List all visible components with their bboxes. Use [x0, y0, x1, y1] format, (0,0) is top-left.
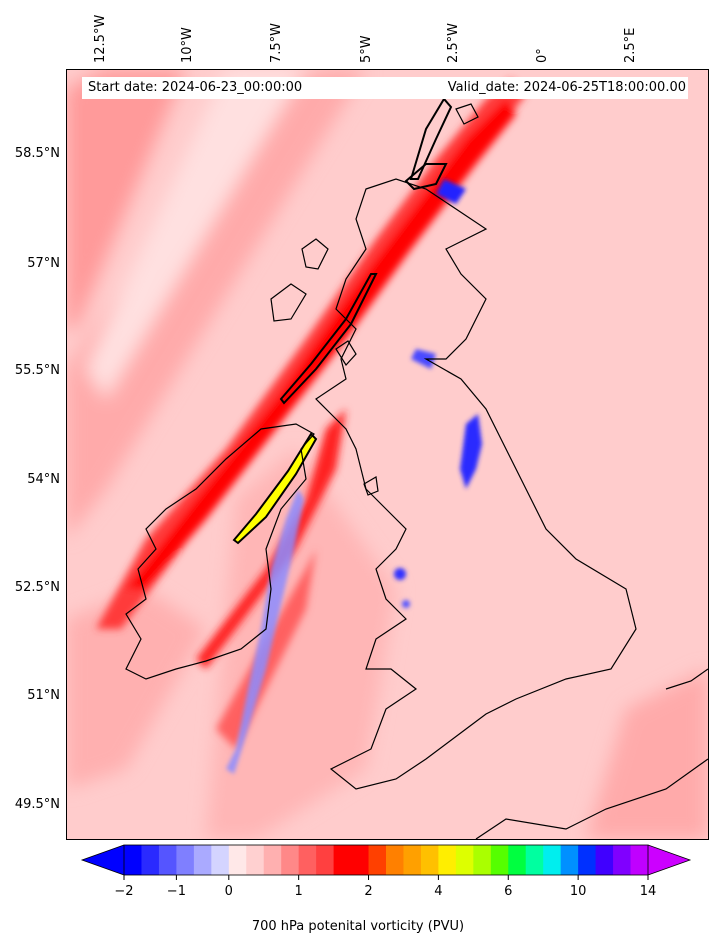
lat-label-57n: 57°N: [27, 256, 60, 271]
colorbar-over-arrow: [648, 845, 690, 875]
colorbar-cell: [386, 845, 404, 875]
colorbar: [80, 844, 692, 880]
colorbar-cell: [560, 845, 579, 875]
lon-label-12.5w: 12.5°W: [93, 14, 108, 63]
colorbar-cell: [455, 845, 474, 875]
start-date-label: Start date: 2024-06-23_00:00:00: [88, 80, 303, 95]
lat-label-49.5n: 49.5°N: [14, 797, 60, 812]
colorbar-cell: [525, 845, 544, 875]
colorbar-cell: [368, 845, 387, 875]
colorbar-cell: [578, 845, 597, 875]
colorbar-tick-label: −2: [114, 884, 134, 899]
colorbar-cell: [298, 845, 317, 875]
lat-label-54n: 54°N: [27, 472, 60, 487]
colorbar-cell: [228, 845, 247, 875]
lat-label-55.5n: 55.5°N: [14, 363, 60, 378]
colorbar-cell: [281, 845, 300, 875]
colorbar-tick-label: 0: [224, 884, 233, 899]
colorbar-cell: [473, 845, 492, 875]
pv-map: [66, 68, 709, 840]
colorbar-tick-label: 6: [504, 884, 513, 899]
colorbar-cell: [595, 845, 614, 875]
colorbar-cell: [333, 845, 352, 875]
colorbar-cell: [351, 845, 370, 875]
colorbar-cell: [141, 845, 160, 875]
lat-label-51n: 51°N: [27, 688, 60, 703]
colorbar-cell: [438, 845, 457, 875]
colorbar-label: 700 hPa potenital vorticity (PVU): [251, 919, 465, 934]
colorbar-cell: [543, 845, 562, 875]
colorbar-under-arrow: [82, 845, 124, 875]
colorbar-tick-label: 1: [294, 884, 303, 899]
lat-label-58.5n: 58.5°N: [14, 146, 60, 161]
colorbar-cell: [403, 845, 422, 875]
colorbar-cell: [246, 845, 265, 875]
colorbar-tick-label: −1: [166, 884, 186, 899]
header-box: [82, 77, 688, 99]
valid-date-label: Valid_date: 2024-06-25T18:00:00.00: [447, 80, 686, 95]
colorbar-cell: [508, 845, 527, 875]
colorbar-cell: [263, 845, 282, 875]
lon-label-10w: 10°W: [180, 27, 195, 63]
colorbar-cell: [630, 845, 649, 875]
lon-label-2.5e: 2.5°E: [623, 27, 638, 63]
colorbar-cell: [193, 845, 212, 875]
colorbar-cell: [613, 845, 632, 875]
colorbar-tick-label: 14: [639, 884, 657, 899]
colorbar-tick-label: 4: [434, 884, 443, 899]
lat-label-52.5n: 52.5°N: [14, 580, 60, 595]
colorbar-tick-label: 10: [569, 884, 587, 899]
colorbar-tick-label: 2: [364, 884, 373, 899]
lon-label-0: 0°: [535, 48, 550, 63]
colorbar-cell: [158, 845, 177, 875]
colorbar-cell: [420, 845, 439, 875]
colorbar-cell: [316, 845, 335, 875]
colorbar-cell: [124, 845, 142, 875]
colorbar-cell: [211, 845, 230, 875]
colorbar-cell: [176, 845, 195, 875]
lon-label-7.5w: 7.5°W: [269, 22, 284, 63]
lon-label-5w: 5°W: [359, 35, 374, 63]
colorbar-cell: [490, 845, 509, 875]
lon-label-2.5w: 2.5°W: [446, 22, 461, 63]
